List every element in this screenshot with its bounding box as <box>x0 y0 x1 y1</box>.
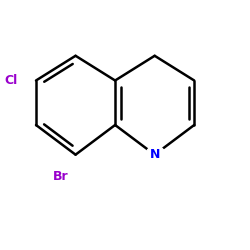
Text: Cl: Cl <box>5 74 18 87</box>
Text: N: N <box>150 148 160 161</box>
Text: Br: Br <box>53 170 68 183</box>
